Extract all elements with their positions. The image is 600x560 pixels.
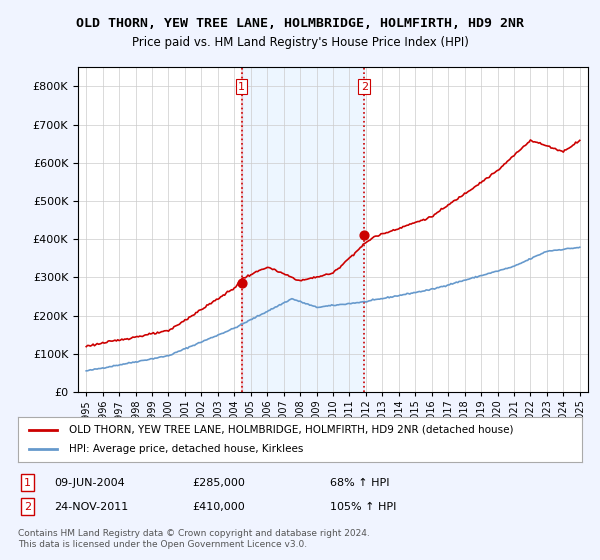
Text: £410,000: £410,000 [192,502,245,512]
Text: £285,000: £285,000 [192,478,245,488]
Text: 105% ↑ HPI: 105% ↑ HPI [330,502,397,512]
Bar [241,67,242,392]
Text: OLD THORN, YEW TREE LANE, HOLMBRIDGE, HOLMFIRTH, HD9 2NR (detached house): OLD THORN, YEW TREE LANE, HOLMBRIDGE, HO… [69,424,513,435]
Point [237,279,247,288]
Text: OLD THORN, YEW TREE LANE, HOLMBRIDGE, HOLMFIRTH, HD9 2NR: OLD THORN, YEW TREE LANE, HOLMBRIDGE, HO… [76,17,524,30]
Text: 09-JUN-2004: 09-JUN-2004 [54,478,125,488]
Text: HPI: Average price, detached house, Kirklees: HPI: Average price, detached house, Kirk… [69,445,303,455]
Text: 24-NOV-2011: 24-NOV-2011 [54,502,128,512]
Text: 2: 2 [24,502,31,512]
Text: 1: 1 [238,82,245,92]
Text: 2: 2 [361,82,368,92]
Text: Contains HM Land Registry data © Crown copyright and database right 2024.
This d: Contains HM Land Registry data © Crown c… [18,529,370,549]
Text: 68% ↑ HPI: 68% ↑ HPI [330,478,389,488]
Point [359,231,369,240]
Text: 1: 1 [24,478,31,488]
Text: Price paid vs. HM Land Registry's House Price Index (HPI): Price paid vs. HM Land Registry's House … [131,36,469,49]
Bar [242,67,364,392]
